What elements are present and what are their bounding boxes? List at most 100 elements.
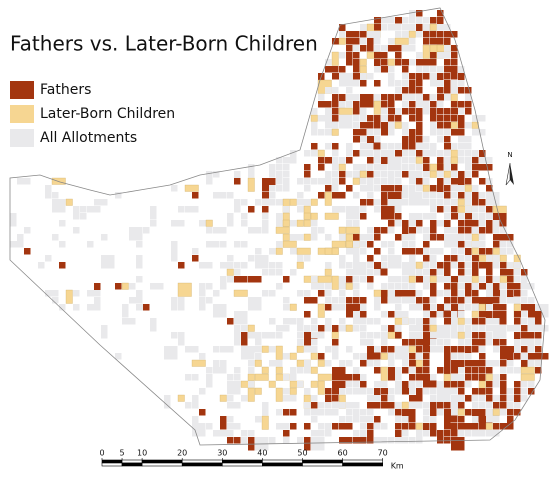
parcel [465,430,472,437]
parcel [346,381,353,388]
parcel [311,332,325,339]
parcel [465,304,472,311]
parcel [241,332,248,346]
parcel [220,241,227,248]
parcel [409,318,416,325]
parcel [451,199,458,206]
parcel [409,248,416,255]
parcel [304,346,318,353]
parcel [493,290,507,297]
parcel [388,143,395,150]
parcel [185,206,199,213]
parcel [346,248,360,255]
parcel [171,248,178,262]
parcel [409,360,423,367]
parcel [234,367,241,374]
parcel [332,192,346,199]
parcel [409,367,416,374]
parcel [262,206,269,213]
parcel [416,66,423,73]
parcel [395,199,409,206]
parcel [486,262,493,276]
parcel [283,374,290,381]
parcel [451,101,458,108]
parcel [381,395,388,402]
parcel [359,58,367,66]
parcel [423,416,430,423]
parcel [507,395,521,402]
parcel [430,94,437,101]
parcel [367,276,374,283]
parcel [444,178,451,185]
parcel [437,136,444,143]
parcel [423,101,430,115]
parcel [262,290,269,297]
parcel [269,164,276,178]
parcel [444,227,458,234]
parcel [262,332,276,339]
parcel [451,248,458,255]
parcel [507,262,514,269]
parcel [52,297,59,304]
parcel [416,150,423,157]
parcel [367,269,374,276]
parcel [234,332,241,346]
parcel [374,150,381,164]
parcel [521,304,535,311]
parcel [437,192,444,199]
parcel [290,409,297,416]
parcel [444,360,451,374]
scale-segment [342,459,384,464]
parcel [430,248,444,255]
parcel [430,297,437,304]
legend-swatch [10,105,34,123]
parcel [276,269,283,276]
parcel [458,73,465,87]
parcel [297,339,304,346]
parcel [493,332,500,346]
parcel [206,297,213,304]
parcel [514,409,521,416]
parcel [423,262,430,269]
parcel [177,394,185,402]
parcel [402,367,409,374]
parcel [388,171,395,185]
parcel [276,185,283,192]
parcel [381,17,395,24]
parcel [457,317,465,325]
parcel [409,234,416,241]
parcel [500,290,507,304]
parcel [521,325,528,332]
parcel [528,381,535,388]
parcel [444,220,451,234]
parcel [423,66,430,73]
parcel [472,115,486,122]
parcel [430,318,437,325]
legend: Fathers Later-Born Children All Allotments [10,81,175,147]
parcel [479,367,486,374]
parcel [528,353,542,360]
parcel [367,388,374,395]
parcel [402,122,409,136]
parcel [444,262,451,276]
scale-label: 30 [217,449,227,458]
parcel [500,367,507,374]
parcel [318,325,325,332]
parcel [402,87,409,94]
parcel [458,192,465,199]
parcel [346,171,353,178]
parcel [388,220,395,227]
parcel [437,129,444,136]
parcel [402,94,416,101]
parcel [479,318,486,325]
parcel [444,269,451,283]
parcel [478,303,486,311]
parcel [241,220,248,227]
parcel [325,185,332,192]
parcel [374,59,381,73]
parcel [353,73,367,80]
parcel [374,136,381,143]
parcel [311,283,325,290]
parcel [486,297,500,304]
parcel [458,255,465,262]
